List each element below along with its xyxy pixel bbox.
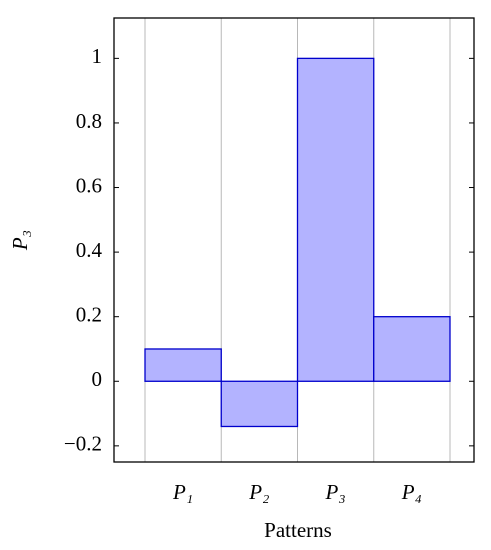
plot-frame	[113, 17, 475, 463]
y-tick-label: 0.4	[76, 238, 103, 262]
y-axis-label: P₃	[8, 230, 32, 251]
x-tick-label: P₄	[401, 480, 422, 504]
x-tick-label: P₁	[172, 480, 193, 504]
bar	[144, 348, 222, 382]
bar	[373, 316, 451, 382]
y-tick-label: −0.2	[64, 432, 102, 456]
y-tick-label: 1	[92, 44, 103, 68]
x-tick-label: P₃	[325, 480, 346, 504]
bar	[220, 380, 299, 428]
bar	[296, 57, 375, 382]
x-tick-label: P₂	[248, 480, 269, 504]
y-tick-label: 0.2	[76, 303, 102, 327]
y-tick-label: 0.6	[76, 173, 102, 197]
y-tick-label: 0	[92, 367, 103, 391]
x-axis-label: Patterns	[264, 518, 332, 542]
y-tick-label: 0.8	[76, 109, 102, 133]
